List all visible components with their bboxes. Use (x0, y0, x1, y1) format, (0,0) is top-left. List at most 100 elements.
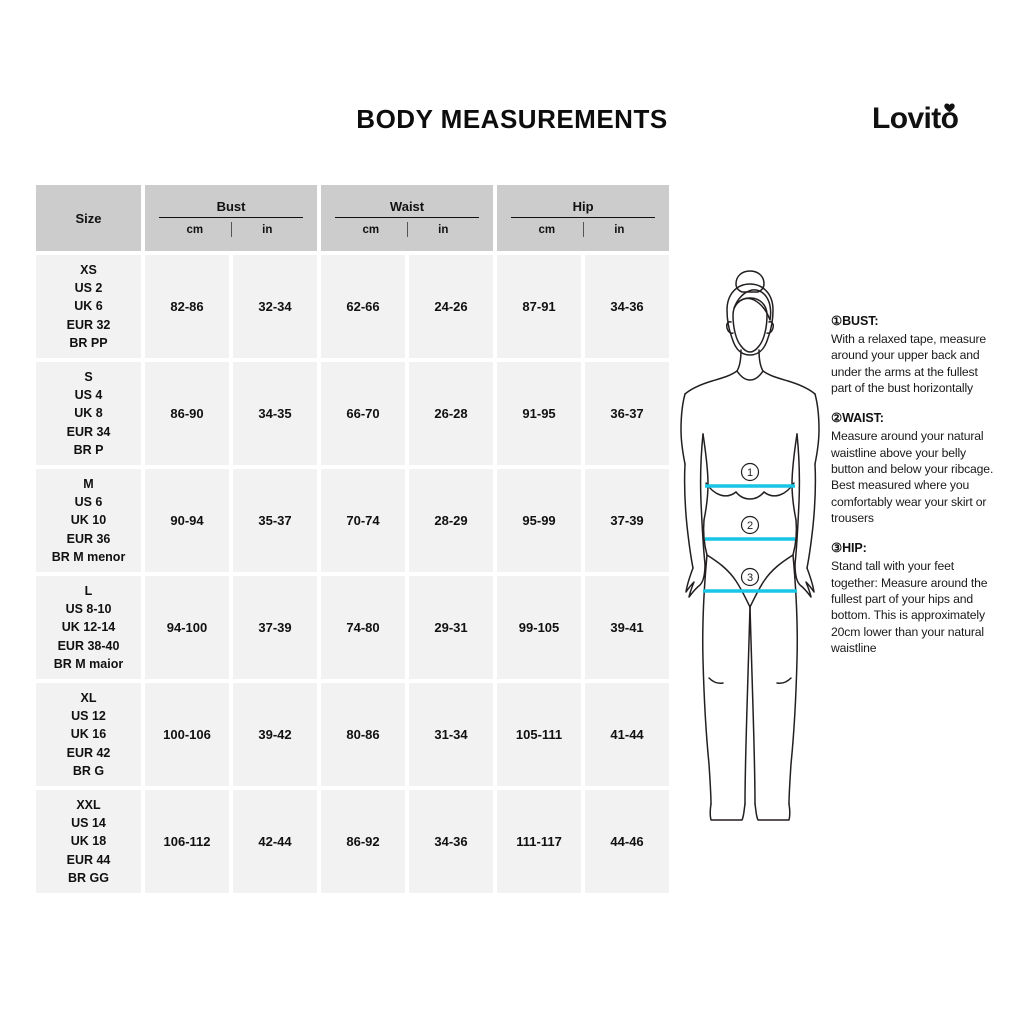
cell-waist-cm: 80-86 (321, 683, 406, 786)
header-bust-in: in (262, 223, 273, 236)
size-label-line: BR G (72, 763, 105, 778)
measurement-value: 86-90 (170, 406, 204, 421)
header-waist-cm: cm (362, 223, 380, 236)
measurement-value: 28-29 (434, 513, 468, 528)
table-body: XS US 2 UK 6 EUR 32 BR PP 82-86 32-34 62-66 24-2… (36, 255, 670, 893)
size-label-line: EUR 38-40 (57, 638, 120, 653)
cell-waist-in: 28-29 (409, 469, 494, 572)
header-bust-cm: cm (186, 223, 204, 236)
size-label-line: M (83, 476, 94, 491)
measurement-value: 82-86 (170, 299, 204, 314)
cell-hip-cm: 111-117 (497, 790, 582, 893)
measurement-instructions: ①BUST: With a relaxed tape, measure arou… (831, 313, 997, 671)
size-label-stack: XS US 2 UK 6 EUR 32 BR PP (36, 261, 141, 352)
cell-size: XS US 2 UK 6 EUR 32 BR PP (36, 255, 141, 358)
table-row: L US 8-10 UK 12-14 EUR 38-40 BR M maior 94-10… (36, 576, 670, 679)
svg-text:2: 2 (747, 520, 753, 532)
cell-hip-in: 36-37 (585, 362, 670, 465)
header-waist-in: in (438, 223, 449, 236)
size-label-line: US 2 (74, 281, 103, 296)
instruction-bust-heading: ①BUST: (831, 314, 879, 328)
instruction-waist: ②WAIST: Measure around your natural wais… (831, 410, 997, 526)
measurement-value: 26-28 (434, 406, 468, 421)
measurement-value: 39-42 (258, 727, 292, 742)
cell-bust-in: 34-35 (233, 362, 318, 465)
table-row: M US 6 UK 10 EUR 36 BR M menor 90-94 35-37 70-7… (36, 469, 670, 572)
size-label-line: UK 10 (70, 513, 107, 528)
instruction-bust: ①BUST: With a relaxed tape, measure arou… (831, 313, 997, 396)
measurement-value: 29-31 (434, 620, 468, 635)
size-label-line: US 12 (71, 709, 106, 724)
size-label-line: BR M maior (53, 656, 124, 671)
size-label-line: BR P (73, 442, 104, 457)
cell-bust-cm: 90-94 (145, 469, 229, 572)
size-label-line: XL (80, 690, 97, 705)
brand-logo-text: Lovito (872, 102, 959, 135)
figure-marker-bust: 1 (740, 462, 760, 482)
cell-waist-cm: 62-66 (321, 255, 406, 358)
size-label-line: EUR 32 (66, 317, 111, 332)
measurement-value: 86-92 (346, 834, 380, 849)
cell-hip-cm: 99-105 (497, 576, 582, 679)
size-label-line: EUR 42 (66, 745, 111, 760)
measurement-value: 90-94 (170, 513, 204, 528)
size-label-line: BR M menor (51, 549, 126, 564)
cell-hip-cm: 105-111 (497, 683, 582, 786)
cell-waist-in: 34-36 (409, 790, 494, 893)
measurement-value: 37-39 (610, 513, 644, 528)
header-size: Size (36, 185, 141, 251)
size-label-line: US 14 (71, 816, 106, 831)
measurement-value: 94-100 (166, 620, 208, 635)
size-label-line: UK 6 (74, 299, 103, 314)
cell-waist-in: 31-34 (409, 683, 494, 786)
cell-hip-cm: 95-99 (497, 469, 582, 572)
measurement-value: 36-37 (610, 406, 644, 421)
measurement-value: 100-106 (163, 727, 211, 742)
measurement-value: 91-95 (522, 406, 556, 421)
measurement-value: 62-66 (346, 299, 380, 314)
measurement-value: 74-80 (346, 620, 380, 635)
table-row: S US 4 UK 8 EUR 34 BR P 86-90 34-35 66-70 26-28 9… (36, 362, 670, 465)
cell-hip-in: 34-36 (585, 255, 670, 358)
instruction-hip: ③HIP: Stand tall with your feet together… (831, 540, 997, 656)
size-label-line: BR PP (69, 335, 108, 350)
measurement-value: 39-41 (610, 620, 644, 635)
instruction-waist-heading: ②WAIST: (831, 411, 884, 426)
figure-marker-waist: 2 (740, 515, 760, 535)
table-row: XXL US 14 UK 18 EUR 44 BR GG 106-112 42-44 86-9… (36, 790, 670, 893)
cell-bust-cm: 86-90 (145, 362, 229, 465)
cell-waist-in: 26-28 (409, 362, 494, 465)
cell-bust-cm: 100-106 (145, 683, 229, 786)
instruction-waist-body: Measure around your natural waistline ab… (831, 429, 994, 526)
cell-size: XXL US 14 UK 18 EUR 44 BR GG (36, 790, 141, 893)
cell-size: M US 6 UK 10 EUR 36 BR M menor (36, 469, 141, 572)
size-label-stack: M US 6 UK 10 EUR 36 BR M menor (36, 475, 141, 566)
size-label-line: UK 12-14 (61, 620, 116, 635)
measurement-value: 42-44 (258, 834, 292, 849)
body-figure-illustration: 1 2 3 (674, 258, 826, 824)
instruction-hip-body: Stand tall with your feet together: Meas… (831, 559, 988, 656)
measurement-value: 37-39 (258, 620, 292, 635)
table-row: XL US 12 UK 16 EUR 42 BR G 100-106 39-42 80-86 3… (36, 683, 670, 786)
instruction-hip-heading: ③HIP: (831, 541, 867, 556)
cell-hip-in: 39-41 (585, 576, 670, 679)
cell-bust-in: 39-42 (233, 683, 318, 786)
cell-waist-cm: 74-80 (321, 576, 406, 679)
size-label-line: US 8-10 (65, 602, 112, 617)
size-label-line: US 4 (74, 388, 103, 403)
measurement-value: 34-35 (258, 406, 292, 421)
measurement-value: 34-36 (434, 834, 468, 849)
cell-hip-cm: 87-91 (497, 255, 582, 358)
cell-bust-cm: 82-86 (145, 255, 229, 358)
measurement-value: 32-34 (258, 299, 292, 314)
cell-waist-cm: 70-74 (321, 469, 406, 572)
cell-hip-in: 37-39 (585, 469, 670, 572)
header-group-waist-label: Waist (335, 199, 480, 218)
unit-divider (406, 222, 408, 237)
cell-hip-in: 41-44 (585, 683, 670, 786)
header-group-waist: Waist cm in (321, 185, 494, 251)
figure-marker-hip: 3 (740, 567, 760, 587)
cell-bust-in: 42-44 (233, 790, 318, 893)
cell-waist-in: 29-31 (409, 576, 494, 679)
svg-text:3: 3 (747, 572, 753, 584)
